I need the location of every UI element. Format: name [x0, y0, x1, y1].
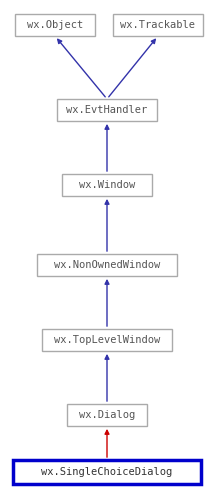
- Text: wx.EvtHandler: wx.EvtHandler: [66, 105, 148, 115]
- Bar: [15, 14, 95, 36]
- Text: wx.Window: wx.Window: [79, 180, 135, 190]
- Text: wx.SingleChoiceDialog: wx.SingleChoiceDialog: [41, 467, 173, 477]
- Text: wx.Object: wx.Object: [27, 20, 83, 30]
- Bar: [13, 460, 201, 484]
- Bar: [57, 99, 157, 121]
- Bar: [67, 404, 147, 426]
- Bar: [62, 174, 152, 196]
- Text: wx.NonOwnedWindow: wx.NonOwnedWindow: [54, 260, 160, 270]
- Bar: [37, 254, 177, 276]
- Text: wx.TopLevelWindow: wx.TopLevelWindow: [54, 335, 160, 345]
- Text: wx.Trackable: wx.Trackable: [120, 20, 196, 30]
- Bar: [113, 14, 203, 36]
- Text: wx.Dialog: wx.Dialog: [79, 410, 135, 420]
- Bar: [42, 329, 172, 351]
